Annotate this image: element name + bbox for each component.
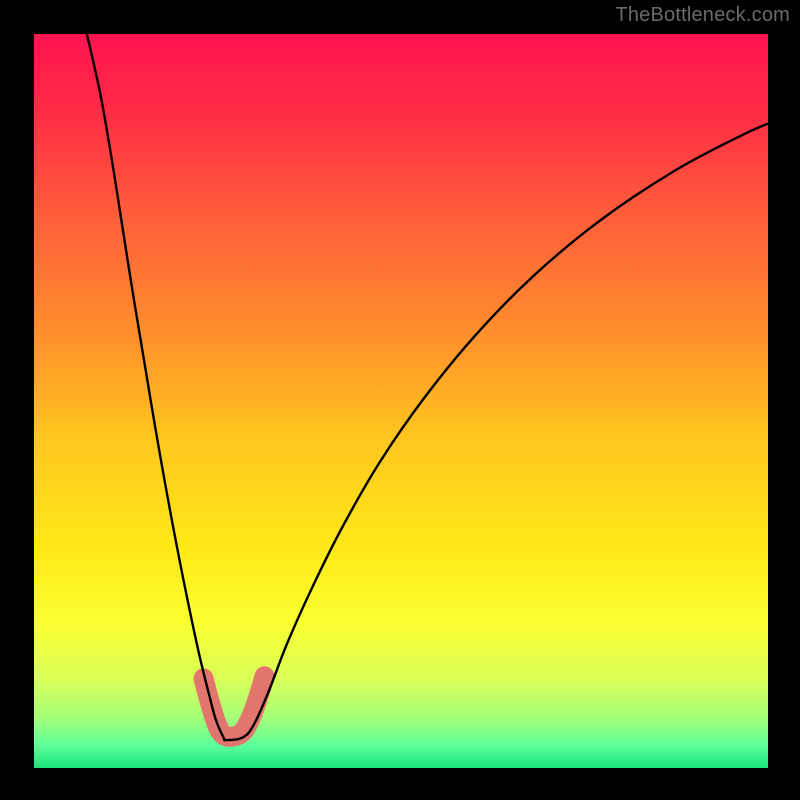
watermark-text: TheBottleneck.com: [615, 4, 790, 27]
curve-layer: [34, 34, 768, 768]
bottleneck-curve: [87, 34, 768, 740]
plot-area: [34, 34, 768, 768]
